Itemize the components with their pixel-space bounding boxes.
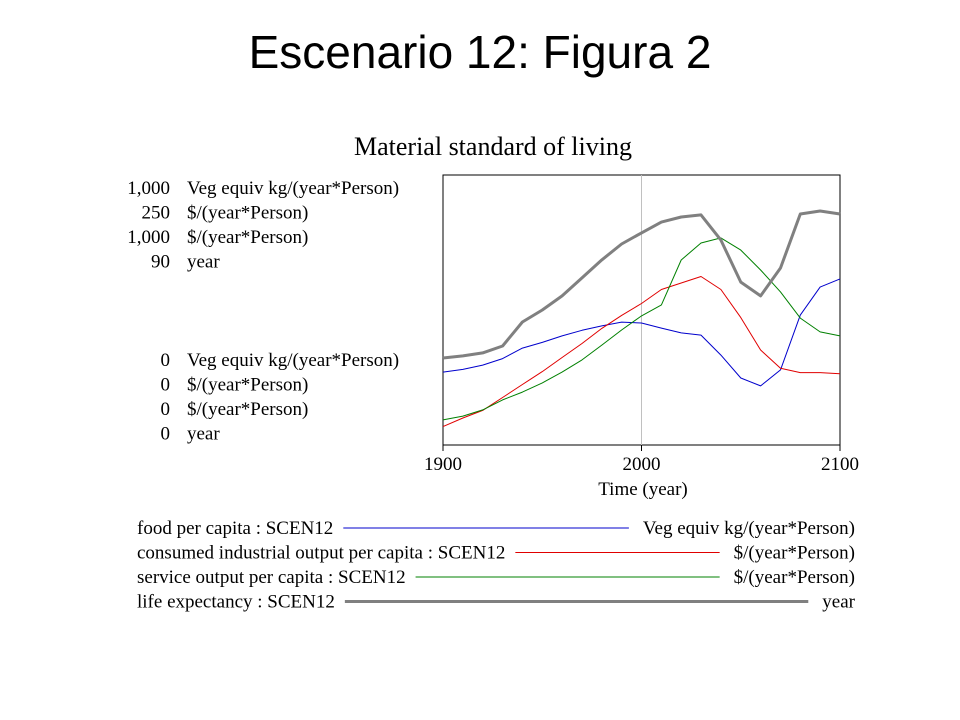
y-scale-value: 250 xyxy=(142,203,171,224)
legend-unit: $/(year*Person) xyxy=(734,543,855,564)
legend-unit: $/(year*Person) xyxy=(734,567,855,588)
x-tick-label: 2000 xyxy=(623,454,661,475)
y-scale-value: 0 xyxy=(161,375,171,396)
y-scale-unit: Veg equiv kg/(year*Person) xyxy=(187,178,399,199)
y-scale-value: 0 xyxy=(161,399,171,420)
y-scale-unit: year xyxy=(187,252,220,273)
chart-title: Material standard of living xyxy=(354,132,632,161)
legend-label: food per capita : SCEN12 xyxy=(137,518,333,539)
y-scale-value: 0 xyxy=(161,350,171,371)
legend-unit: Veg equiv kg/(year*Person) xyxy=(643,518,855,539)
legend-label: consumed industrial output per capita : … xyxy=(137,543,505,564)
y-scale-value: 0 xyxy=(161,424,171,445)
legend-label: service output per capita : SCEN12 xyxy=(137,567,406,588)
series-line xyxy=(442,276,841,428)
y-scale-unit: Veg equiv kg/(year*Person) xyxy=(187,350,399,371)
series-line xyxy=(442,209,841,360)
x-tick-label: 2100 xyxy=(821,454,859,475)
y-scale-unit: $/(year*Person) xyxy=(187,227,308,248)
legend-label: life expectancy : SCEN12 xyxy=(137,592,335,613)
y-scale-unit: year xyxy=(187,424,220,445)
y-scale-unit: $/(year*Person) xyxy=(187,375,308,396)
series-line xyxy=(442,278,841,387)
y-scale-value: 90 xyxy=(151,252,170,273)
x-tick-label: 1900 xyxy=(424,454,462,475)
y-scale-value: 1,000 xyxy=(127,227,170,248)
legend-unit: year xyxy=(822,592,855,613)
series-line xyxy=(442,237,841,421)
y-scale-unit: $/(year*Person) xyxy=(187,203,308,224)
x-axis-label: Time (year) xyxy=(598,479,688,500)
y-scale-value: 1,000 xyxy=(127,178,170,199)
y-scale-unit: $/(year*Person) xyxy=(187,399,308,420)
slide-title: Escenario 12: Figura 2 xyxy=(249,26,712,78)
